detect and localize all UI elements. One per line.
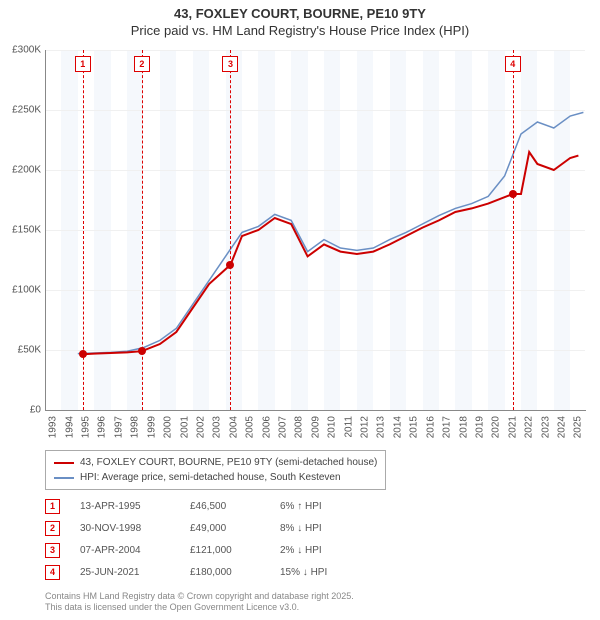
x-axis-label: 2014 — [392, 416, 403, 438]
sales-marker: 1 — [45, 499, 60, 514]
sale-dot-3 — [226, 261, 234, 269]
chart-lines — [45, 50, 585, 410]
y-axis-label: £50K — [18, 345, 41, 356]
x-axis-label: 2024 — [557, 416, 568, 438]
title-block: 43, FOXLEY COURT, BOURNE, PE10 9TY Price… — [0, 0, 600, 38]
y-axis-label: £150K — [12, 225, 41, 236]
sales-pct: 15% ↓ HPI — [280, 567, 360, 578]
x-axis-label: 1996 — [97, 416, 108, 438]
x-axis-label: 1999 — [146, 416, 157, 438]
sales-price: £121,000 — [190, 545, 260, 556]
x-axis-label: 1998 — [130, 416, 141, 438]
x-axis-label: 2020 — [491, 416, 502, 438]
legend-item: 43, FOXLEY COURT, BOURNE, PE10 9TY (semi… — [54, 455, 377, 470]
title-address: 43, FOXLEY COURT, BOURNE, PE10 9TY — [0, 6, 600, 21]
y-axis-label: £0 — [30, 405, 41, 416]
sales-pct: 6% ↑ HPI — [280, 501, 360, 512]
sales-row: 1 13-APR-1995 £46,500 6% ↑ HPI — [45, 495, 360, 517]
x-axis-label: 2008 — [294, 416, 305, 438]
sales-marker: 2 — [45, 521, 60, 536]
legend-item: HPI: Average price, semi-detached house,… — [54, 470, 377, 485]
x-axis-label: 2011 — [343, 416, 354, 438]
sales-row: 2 30-NOV-1998 £49,000 8% ↓ HPI — [45, 517, 360, 539]
x-axis-label: 2001 — [179, 416, 190, 438]
x-axis-label: 2016 — [425, 416, 436, 438]
y-axis-label: £300K — [12, 45, 41, 56]
title-subtitle: Price paid vs. HM Land Registry's House … — [0, 23, 600, 38]
x-axis-label: 2006 — [261, 416, 272, 438]
x-axis-label: 2007 — [277, 416, 288, 438]
sale-dot-1 — [79, 350, 87, 358]
x-axis-label: 1993 — [48, 416, 59, 438]
x-axis-label: 2009 — [310, 416, 321, 438]
sales-price: £49,000 — [190, 523, 260, 534]
sale-vline — [513, 50, 514, 410]
x-axis-label: 2018 — [458, 416, 469, 438]
legend-swatch — [54, 477, 74, 479]
sales-date: 07-APR-2004 — [80, 545, 170, 556]
x-axis-label: 2010 — [327, 416, 338, 438]
x-axis-label: 2017 — [442, 416, 453, 438]
sale-vline — [142, 50, 143, 410]
x-axis-label: 2003 — [212, 416, 223, 438]
sales-marker: 4 — [45, 565, 60, 580]
sale-dot-4 — [509, 190, 517, 198]
footnote-line1: Contains HM Land Registry data © Crown c… — [45, 591, 354, 603]
x-axis-label: 2023 — [540, 416, 551, 438]
x-axis-label: 2019 — [474, 416, 485, 438]
x-axis-label: 1997 — [113, 416, 124, 438]
x-axis-label: 1995 — [81, 416, 92, 438]
y-axis-label: £200K — [12, 165, 41, 176]
sales-price: £46,500 — [190, 501, 260, 512]
sales-row: 3 07-APR-2004 £121,000 2% ↓ HPI — [45, 539, 360, 561]
sale-marker-3: 3 — [222, 56, 238, 72]
sale-marker-2: 2 — [134, 56, 150, 72]
x-axis-label: 2002 — [195, 416, 206, 438]
x-axis-label: 2013 — [376, 416, 387, 438]
footnote-line2: This data is licensed under the Open Gov… — [45, 602, 354, 614]
sale-marker-1: 1 — [75, 56, 91, 72]
x-axis-label: 2021 — [507, 416, 518, 438]
x-axis-label: 2022 — [524, 416, 535, 438]
x-axis-label: 2005 — [245, 416, 256, 438]
sales-pct: 2% ↓ HPI — [280, 545, 360, 556]
x-axis-label: 2015 — [409, 416, 420, 438]
sales-row: 4 25-JUN-2021 £180,000 15% ↓ HPI — [45, 561, 360, 583]
sales-marker: 3 — [45, 543, 60, 558]
sales-date: 13-APR-1995 — [80, 501, 170, 512]
y-axis-label: £100K — [12, 285, 41, 296]
legend: 43, FOXLEY COURT, BOURNE, PE10 9TY (semi… — [45, 450, 386, 490]
sales-price: £180,000 — [190, 567, 260, 578]
x-axis-label: 1994 — [64, 416, 75, 438]
sales-date: 25-JUN-2021 — [80, 567, 170, 578]
legend-label: 43, FOXLEY COURT, BOURNE, PE10 9TY (semi… — [80, 455, 377, 470]
x-axis-label: 2012 — [360, 416, 371, 438]
y-axis-label: £250K — [12, 105, 41, 116]
x-axis-label: 2004 — [228, 416, 239, 438]
sales-pct: 8% ↓ HPI — [280, 523, 360, 534]
sale-marker-4: 4 — [505, 56, 521, 72]
chart-area: 1234 £0£50K£100K£150K£200K£250K£300K 199… — [45, 50, 585, 410]
footnote: Contains HM Land Registry data © Crown c… — [45, 591, 354, 614]
sales-table: 1 13-APR-1995 £46,500 6% ↑ HPI 2 30-NOV-1998 £… — [45, 495, 360, 583]
sales-date: 30-NOV-1998 — [80, 523, 170, 534]
sale-vline — [230, 50, 231, 410]
legend-label: HPI: Average price, semi-detached house,… — [80, 470, 341, 485]
sale-dot-2 — [138, 347, 146, 355]
chart-container: 43, FOXLEY COURT, BOURNE, PE10 9TY Price… — [0, 0, 600, 620]
legend-swatch — [54, 462, 74, 464]
x-axis-label: 2025 — [573, 416, 584, 438]
x-axis-label: 2000 — [163, 416, 174, 438]
